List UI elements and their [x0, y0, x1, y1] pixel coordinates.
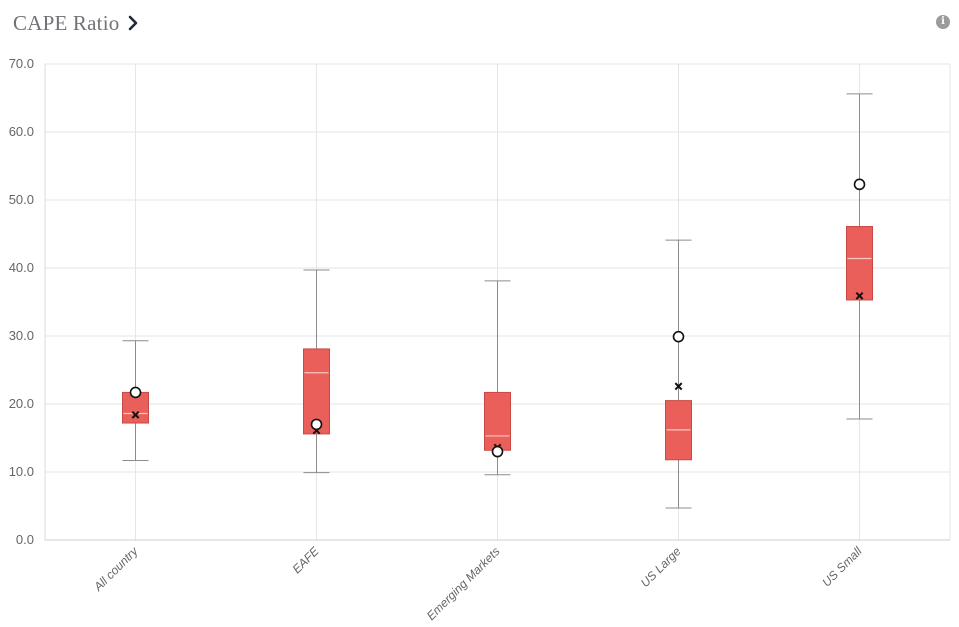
y-tick-label: 50.0	[9, 192, 34, 207]
chart-header: CAPE Ratio	[13, 8, 138, 38]
circle-marker	[491, 445, 504, 458]
circle-marker	[672, 330, 685, 343]
x-category-label: US Small	[819, 544, 864, 589]
y-tick-label: 20.0	[9, 396, 34, 411]
y-tick-label: 30.0	[9, 328, 34, 343]
circle-marker	[853, 178, 866, 191]
cross-marker	[674, 382, 683, 391]
cross-marker	[131, 410, 140, 419]
y-tick-label: 70.0	[9, 56, 34, 71]
y-tick-label: 40.0	[9, 260, 34, 275]
box-us-small	[846, 226, 873, 301]
box-emerging-markets	[484, 391, 511, 451]
y-tick-label: 0.0	[16, 532, 34, 547]
info-icon[interactable]: i	[936, 15, 950, 29]
x-category-label: EAFE	[290, 544, 323, 577]
chevron-right-icon[interactable]	[128, 15, 138, 31]
chart-title: CAPE Ratio	[13, 10, 120, 35]
circle-marker	[310, 418, 323, 431]
x-category-label: US Large	[638, 544, 684, 590]
x-category-label: Emerging Markets	[424, 544, 503, 623]
x-category-label: All country	[90, 544, 141, 595]
y-tick-label: 10.0	[9, 464, 34, 479]
circle-marker	[129, 386, 142, 399]
cross-marker	[855, 291, 864, 300]
y-tick-label: 60.0	[9, 124, 34, 139]
